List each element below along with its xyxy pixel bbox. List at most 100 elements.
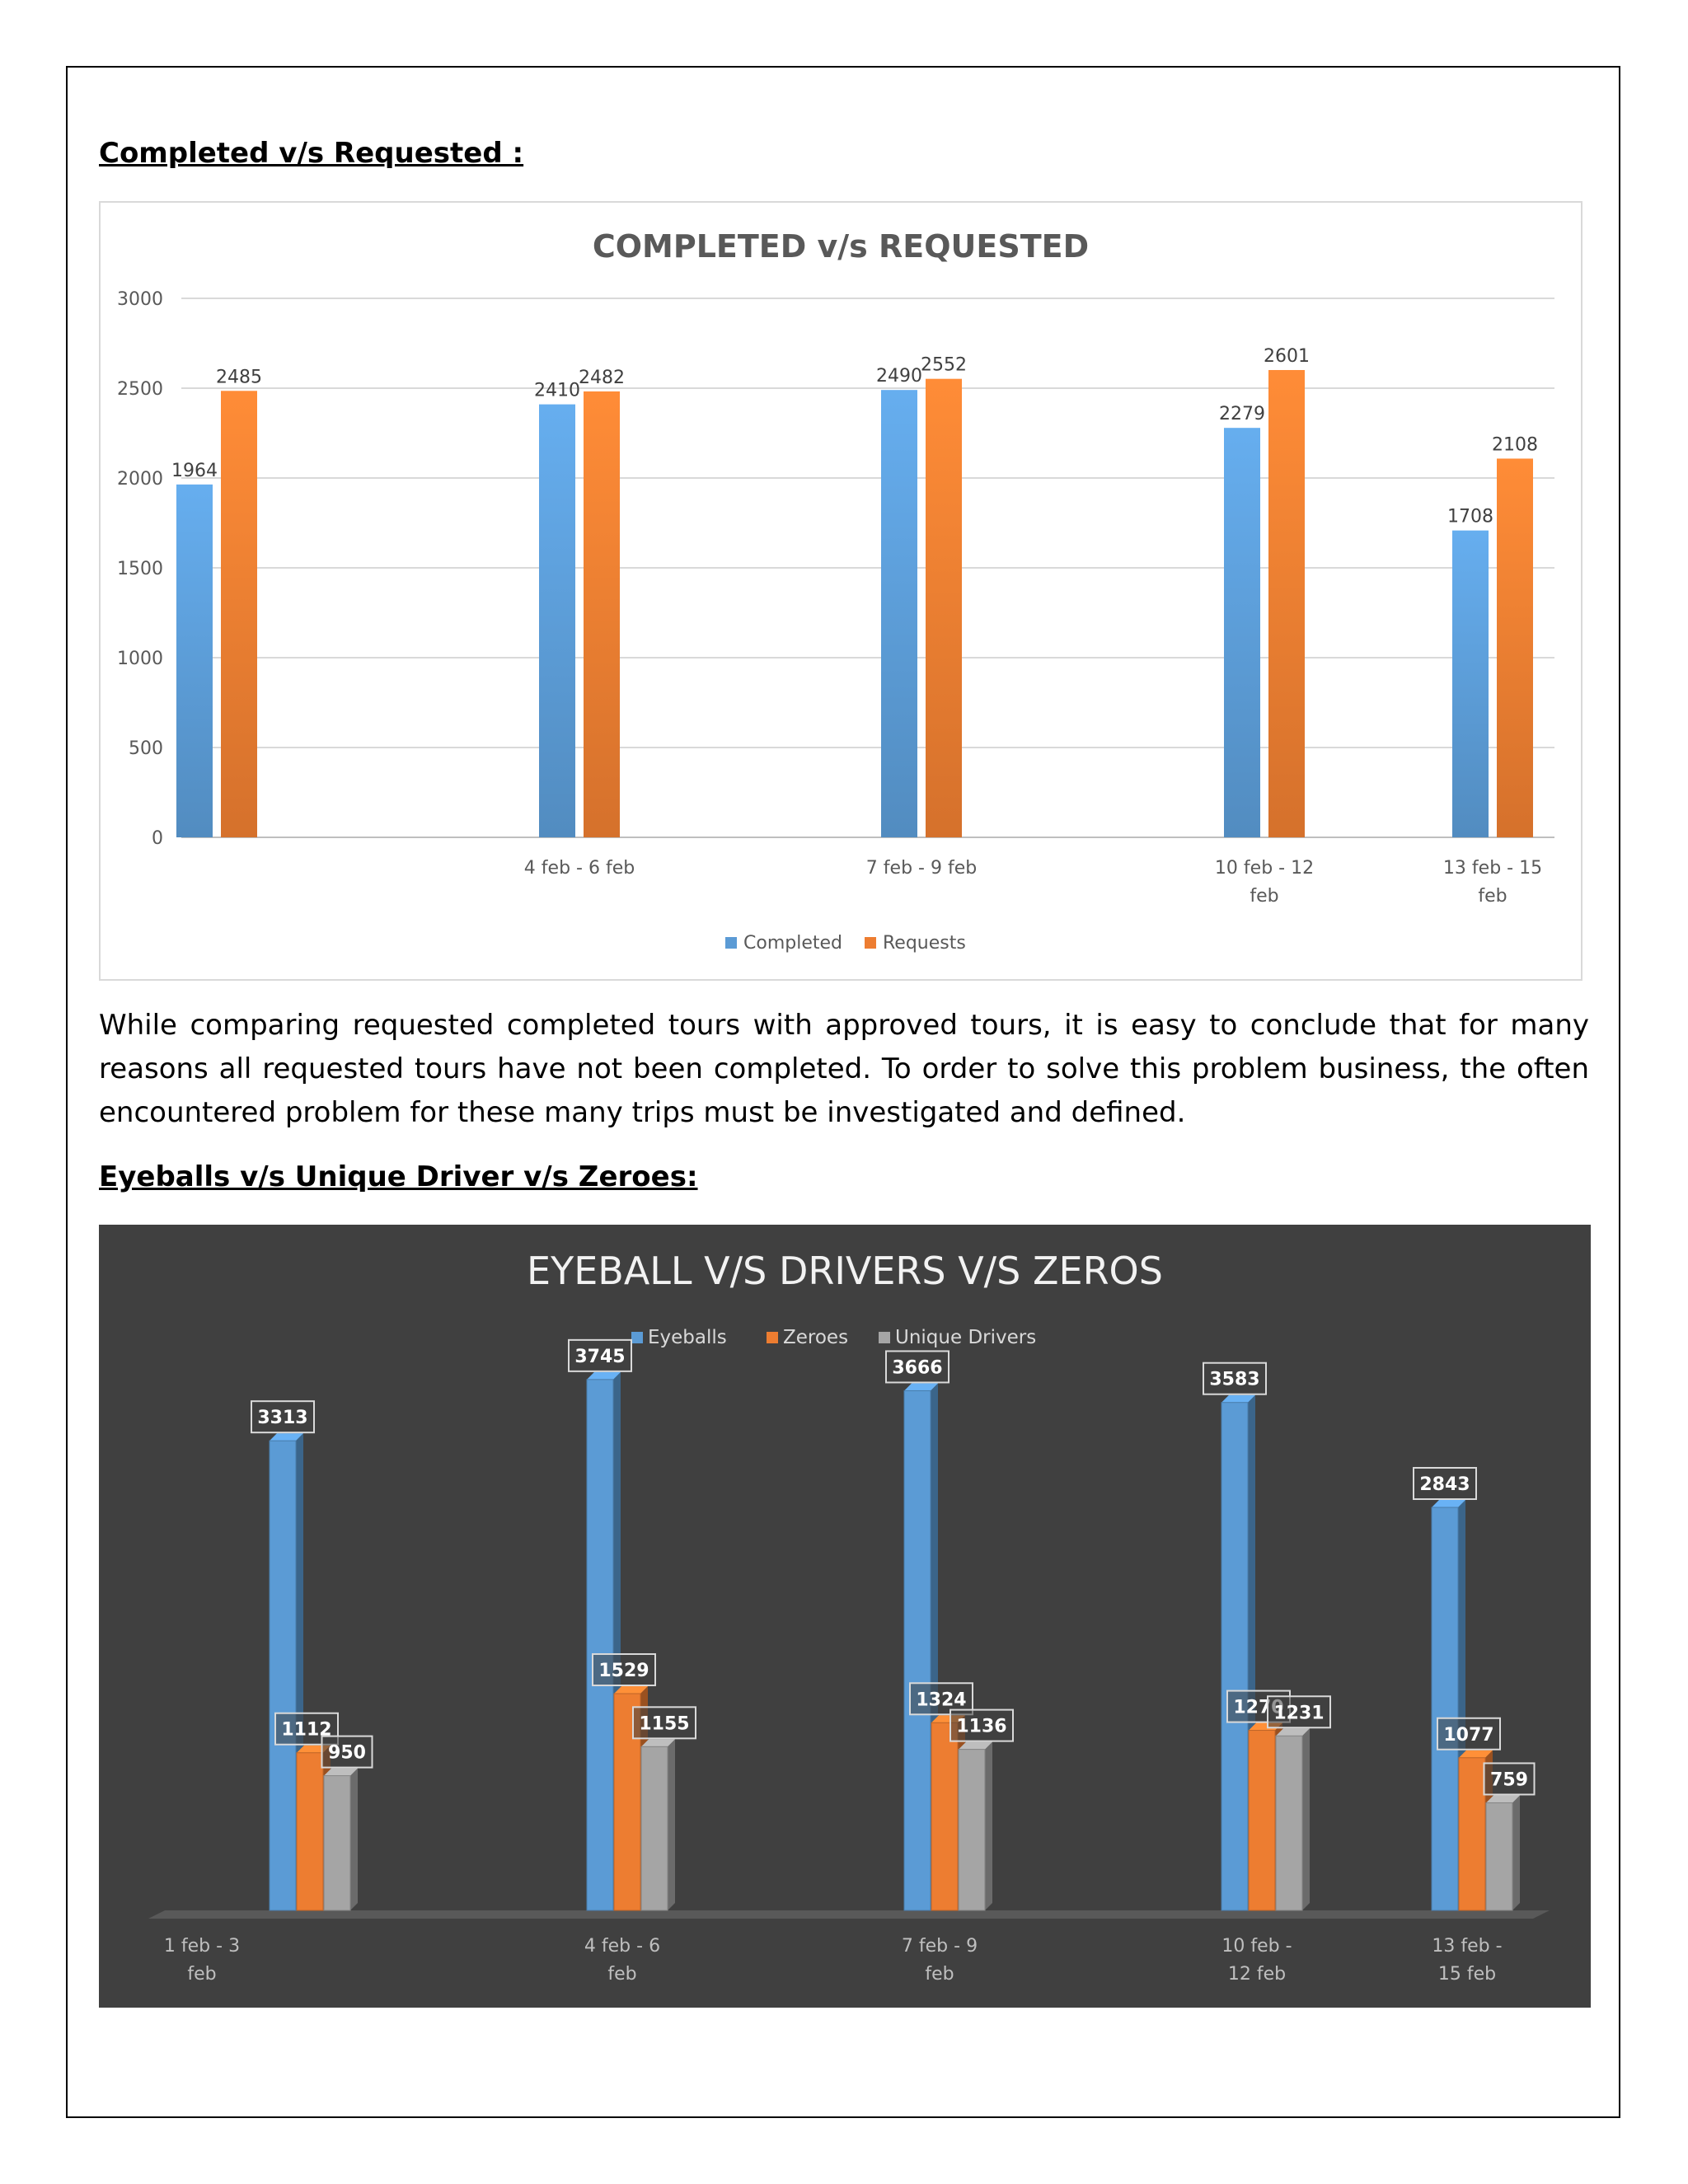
data-label-text: 2843 xyxy=(1419,1474,1470,1495)
bar-front xyxy=(296,1752,324,1911)
y-tick-label: 1500 xyxy=(117,559,163,579)
data-label-box xyxy=(1203,1361,1267,1395)
x-tick-label: 13 feb - 15 xyxy=(1443,858,1542,879)
chart-title: EYEBALL V/S DRIVERS V/S ZEROS xyxy=(527,1249,1163,1293)
x-tick-label: feb xyxy=(1478,886,1507,907)
data-label-text: 950 xyxy=(328,1743,366,1764)
data-label-text: 1136 xyxy=(956,1717,1006,1737)
data-label-box xyxy=(1413,1467,1477,1501)
data-label-text: 1529 xyxy=(598,1661,649,1681)
x-tick-label: 10 feb - 12 xyxy=(1215,858,1314,879)
x-tick-label: 12 feb xyxy=(1228,1964,1286,1985)
bar-unique-drivers xyxy=(958,1741,992,1911)
bar-top xyxy=(587,1371,621,1380)
x-tick-label: 4 feb - 6 feb xyxy=(524,858,635,879)
x-tick-label: 15 feb xyxy=(1438,1964,1496,1985)
data-label: 1529 xyxy=(592,1653,656,1687)
bar-side xyxy=(1512,1795,1520,1910)
bar-eyeballs xyxy=(1221,1394,1255,1911)
bar-side xyxy=(985,1741,992,1910)
bar-front xyxy=(323,1775,351,1911)
bar-completed xyxy=(176,484,213,837)
bar-front xyxy=(903,1390,931,1911)
data-label: 2485 xyxy=(216,367,262,387)
bar-completed xyxy=(1452,530,1489,837)
x-tick-label: feb xyxy=(187,1964,216,1985)
data-label-text: 759 xyxy=(1490,1769,1528,1790)
bar-top xyxy=(1459,1750,1493,1758)
data-label: 759 xyxy=(1483,1762,1536,1796)
data-label: 3666 xyxy=(885,1350,950,1384)
bar-top xyxy=(904,1383,938,1391)
bar-requests xyxy=(1497,458,1533,837)
data-label: 2108 xyxy=(1492,434,1538,455)
bar-side xyxy=(1302,1728,1310,1910)
section-heading-eyeballs-drivers-zeroes: Eyeballs v/s Unique Driver v/s Zeroes: xyxy=(99,1160,698,1193)
y-tick-label: 500 xyxy=(129,738,163,759)
bar-completed xyxy=(881,390,917,837)
bar-requests xyxy=(221,391,257,837)
bar-front xyxy=(958,1749,986,1911)
bar-unique-drivers xyxy=(1485,1795,1520,1911)
data-label-box xyxy=(950,1708,1014,1742)
bar-requests xyxy=(926,378,962,837)
legend-swatch-eyeballs xyxy=(631,1332,643,1343)
bar-unique-drivers xyxy=(640,1739,675,1911)
data-label: 2279 xyxy=(1219,404,1265,424)
data-label-text: 1155 xyxy=(639,1713,689,1734)
bar-unique-drivers xyxy=(1275,1728,1310,1911)
bar-front xyxy=(1221,1402,1249,1911)
bar-front xyxy=(931,1722,959,1911)
data-label: 950 xyxy=(321,1735,373,1769)
data-label: 1231 xyxy=(1267,1695,1331,1729)
x-tick-label: 7 feb - 9 feb xyxy=(866,858,977,879)
page-border xyxy=(66,66,1620,2118)
data-label: 1077 xyxy=(1437,1717,1501,1750)
bar-top xyxy=(270,1433,303,1441)
data-label-box xyxy=(885,1350,950,1384)
bar-front xyxy=(586,1379,614,1911)
bar-requests xyxy=(1268,369,1305,837)
data-label: 1155 xyxy=(632,1706,696,1740)
bar-top xyxy=(1276,1728,1310,1736)
data-label: 3583 xyxy=(1203,1361,1267,1395)
bar-top xyxy=(324,1768,358,1776)
x-tick-label: 7 feb - 9 xyxy=(902,1936,978,1957)
data-label: 3745 xyxy=(568,1338,632,1372)
legend-swatch-completed xyxy=(725,937,737,949)
bar-front xyxy=(640,1746,668,1911)
x-tick-label: feb xyxy=(1250,886,1278,907)
data-label-text: 3583 xyxy=(1209,1370,1259,1390)
bar-top xyxy=(614,1686,648,1694)
bar-front xyxy=(1458,1757,1486,1911)
y-tick-label: 2000 xyxy=(117,469,163,490)
bar-requests xyxy=(584,391,620,837)
bar-front xyxy=(269,1440,297,1911)
chart-frame xyxy=(99,201,1582,981)
bar-top xyxy=(1221,1394,1255,1403)
legend-label: Unique Drivers xyxy=(895,1327,1036,1348)
bar-top xyxy=(1486,1795,1520,1803)
chart-title: COMPLETED v/s REQUESTED xyxy=(593,228,1089,265)
bar-front xyxy=(1275,1735,1303,1911)
data-label: 2843 xyxy=(1413,1467,1477,1501)
data-label-box xyxy=(592,1653,656,1687)
data-label: 2410 xyxy=(534,381,580,401)
y-tick-label: 2500 xyxy=(117,379,163,400)
data-label-box xyxy=(1437,1717,1501,1750)
bar-side xyxy=(350,1768,358,1910)
x-tick-label: 13 feb - xyxy=(1432,1936,1502,1957)
x-tick-label: feb xyxy=(607,1964,636,1985)
data-label: 2490 xyxy=(876,366,922,387)
legend-label: Zeroes xyxy=(783,1327,848,1348)
data-label-text: 1231 xyxy=(1273,1703,1324,1723)
legend-label: Eyeballs xyxy=(648,1327,727,1348)
y-tick-label: 1000 xyxy=(117,649,163,669)
data-label: 2601 xyxy=(1264,346,1310,367)
data-label-text: 3313 xyxy=(257,1408,307,1428)
x-tick-label: 4 feb - 6 xyxy=(584,1936,660,1957)
legend-swatch-zeroes xyxy=(767,1332,778,1343)
data-label: 2552 xyxy=(921,355,967,376)
bar-front xyxy=(1248,1730,1276,1911)
data-label: 2482 xyxy=(579,368,625,388)
